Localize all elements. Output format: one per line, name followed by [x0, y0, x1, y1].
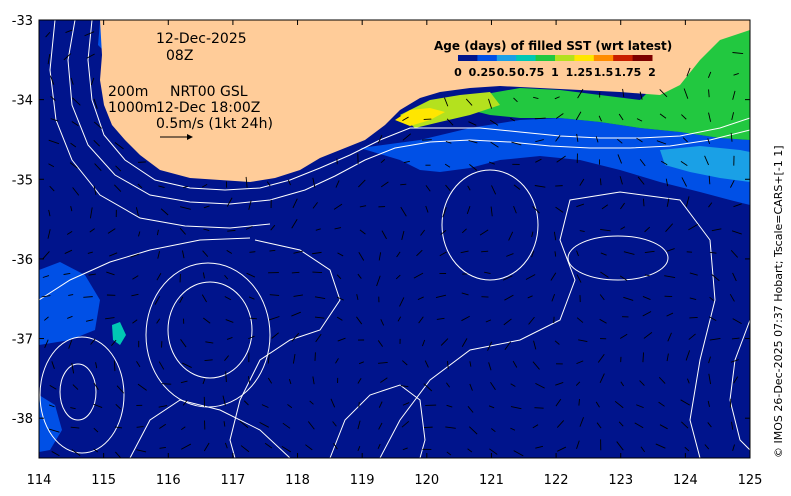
lon-tick-label: 116 — [156, 473, 181, 488]
colorbar-tick-label: 2 — [648, 66, 656, 79]
colorbar-tick-label: 0.5 — [497, 66, 517, 79]
colorbar-segment — [594, 55, 614, 61]
colorbar-tick-label: 1.25 — [566, 66, 593, 79]
colorbar-segment — [536, 55, 556, 61]
lon-tick-label: 115 — [91, 473, 116, 488]
lon-tick-label: 114 — [27, 473, 52, 488]
current-vector — [312, 272, 322, 273]
current-vector — [643, 199, 644, 207]
lat-tick-label: -35 — [12, 173, 33, 188]
current-vector — [161, 384, 171, 385]
lon-tick-label: 125 — [738, 473, 763, 488]
lon-tick-label: 119 — [350, 473, 375, 488]
contour-200m-label: 200m — [108, 84, 148, 100]
colorbar-segment — [458, 55, 478, 61]
colorbar-segment — [613, 55, 633, 61]
current-vector — [534, 408, 543, 409]
map-hour: 08Z — [166, 48, 193, 64]
colorbar-tick-label: 1.5 — [594, 66, 614, 79]
current-vector — [400, 184, 406, 185]
colorbar-segment — [497, 55, 517, 61]
current-vector — [643, 352, 644, 362]
colorbar-title: Age (days) of filled SST (wrt latest) — [434, 39, 672, 53]
current-vector — [292, 272, 300, 273]
lon-tick-label: 121 — [479, 473, 504, 488]
colorbar-segment — [477, 55, 497, 61]
colorbar-segments — [458, 55, 653, 61]
colorbar-tick-label: 0.75 — [517, 66, 544, 79]
lon-tick-label: 122 — [544, 473, 569, 488]
colorbar-segment — [555, 55, 575, 61]
lat-tick-label: -33 — [12, 14, 33, 29]
colorbar-segment — [574, 55, 594, 61]
lon-tick-label: 118 — [285, 473, 310, 488]
colorbar-tick-label: 0 — [454, 66, 462, 79]
lat-tick-label: -36 — [12, 253, 33, 268]
lon-tick-label: 123 — [608, 473, 633, 488]
map-date: 12-Dec-2025 — [156, 31, 247, 47]
contour-1000m-label: 1000m — [108, 100, 157, 116]
colorbar-segment — [633, 55, 653, 61]
lon-tick-label: 117 — [220, 473, 245, 488]
current-vector — [481, 251, 488, 252]
lat-tick-label: -38 — [12, 412, 33, 427]
lon-tick-label: 120 — [414, 473, 439, 488]
current-vector — [249, 252, 255, 253]
product-label: NRT00 GSL — [170, 84, 248, 100]
lat-tick-label: -34 — [12, 94, 33, 109]
lat-tick-label: -37 — [12, 333, 33, 348]
valid-time-label: 12-Dec 18:00Z — [156, 100, 260, 116]
current-vector — [709, 89, 710, 97]
colorbar-tick-label: 1.75 — [614, 66, 641, 79]
scale-vector-label: 0.5m/s (1kt 24h) — [156, 116, 273, 132]
current-vector — [579, 399, 580, 406]
colorbar-tick-label: 0.25 — [469, 66, 496, 79]
current-vector — [114, 361, 115, 372]
colorbar-segment — [516, 55, 536, 61]
credit-text: © IMOS 26-Dec-2025 07:37 Hobart; Tscale=… — [772, 145, 785, 458]
colorbar-tick-label: 1 — [551, 66, 559, 79]
lon-tick-label: 124 — [673, 473, 698, 488]
